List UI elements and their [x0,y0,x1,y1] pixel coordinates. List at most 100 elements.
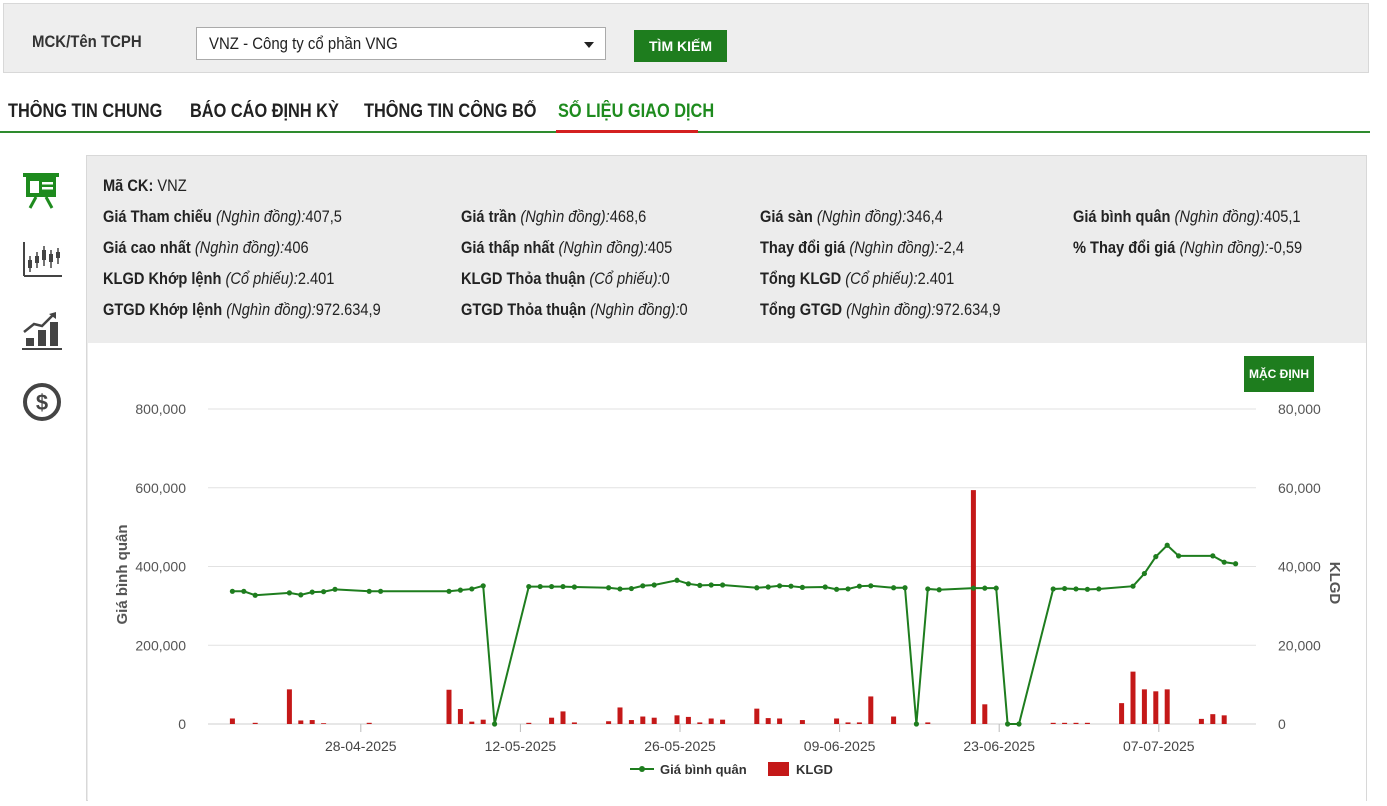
stock-code: Mã CK: VNZ [103,176,187,195]
price-point [640,583,646,589]
price-point [1084,586,1090,592]
volume-bar [321,723,327,724]
price-point [1073,586,1079,592]
volume-bar [856,722,862,724]
volume-bar [1141,689,1147,724]
price-point [788,583,794,589]
price-point [868,583,874,589]
y-left-tick-label: 400,000 [135,559,186,575]
y-left-axis-title: Giá bình quân [114,525,131,625]
tab-trading-data[interactable]: SỐ LIỆU GIAO DỊCH [558,101,715,122]
volume-bar [286,689,292,724]
volume-bar [252,722,258,724]
price-point [856,583,863,589]
price-point [993,585,999,591]
legend-label: KLGD [796,762,833,777]
search-label: MCK/Tên TCPH [32,32,142,51]
price-point [1062,585,1068,592]
price-point [526,583,532,590]
low-price: Giá thấp nhất (Nghìn đồng):405 [461,238,673,257]
volume-bar [480,719,486,724]
price-point [936,587,942,593]
volume-bar [560,711,566,724]
price-point [1050,586,1056,592]
x-tick-label: 28-04-2025 [325,738,397,754]
price-point [469,586,475,592]
volume-bar [708,718,714,724]
volume-bar [1164,689,1170,724]
legend-bar-swatch [768,762,789,776]
negotiated-volume: KLGD Thỏa thuận (Cổ phiếu):0 [461,269,670,288]
x-tick-label: 07-07-2025 [1123,738,1195,754]
price-point [571,584,577,590]
legend-line-marker [639,766,645,772]
presentation-icon[interactable] [18,170,66,214]
volume-bar [1130,671,1136,724]
volume-bar [754,708,760,724]
floor-price: Giá sàn (Nghìn đồng):346,4 [760,207,943,226]
volume-bar [446,689,452,724]
price-point [241,588,247,594]
volume-bar [606,721,612,724]
ceiling-price: Giá trần (Nghìn đồng):468,6 [461,207,647,226]
volume-bar [834,718,840,724]
volume-bar [982,704,988,724]
price-point [1141,570,1147,577]
search-button[interactable]: TÌM KIẾM [634,30,727,62]
y-left-tick-label: 800,000 [135,401,186,417]
dollar-coin-icon[interactable]: $ [18,380,66,424]
x-tick-label: 23-06-2025 [963,738,1035,754]
price-line [232,543,1236,725]
y-right-tick-label: 20,000 [1278,637,1321,653]
volume-bar [628,720,634,724]
volume-bar [617,707,623,724]
price-point [298,592,304,598]
price-point [1221,559,1227,565]
volume-bar [925,722,931,724]
avg-price: Giá bình quân (Nghìn đồng):405,1 [1073,207,1301,226]
price-point [1233,561,1239,567]
legend-label: Giá bình quân [660,762,747,777]
matched-value: GTGD Khớp lệnh (Nghìn đồng):972.634,9 [103,300,381,319]
price-point [913,721,920,727]
chevron-down-icon [584,42,594,48]
y-left-tick-label: 0 [178,716,186,732]
price-point [777,583,783,589]
default-view-button[interactable]: MẶC ĐỊNH [1244,356,1314,392]
price-point [537,583,543,590]
negotiated-value: GTGD Thỏa thuận (Nghìn đồng):0 [461,300,688,319]
high-price: Giá cao nhất (Nghìn đồng):406 [103,238,309,257]
volume-bar [571,722,577,724]
volume-bar [674,715,680,724]
tab-periodic-reports[interactable]: BÁO CÁO ĐỊNH KỲ [190,101,339,122]
price-point [845,586,851,592]
matched-volume: KLGD Khớp lệnh (Cổ phiếu):2.401 [103,269,335,288]
y-right-tick-label: 0 [1278,716,1286,732]
price-point [332,586,338,592]
price-point [492,721,498,727]
candlestick-chart-icon[interactable] [18,238,66,282]
price-point [309,589,315,595]
tab-general-info[interactable]: THÔNG TIN CHUNG [8,101,163,122]
company-select[interactable]: VNZ - Công ty cổ phần VNG [196,27,606,60]
volume-bar [777,718,783,724]
price-point [1210,553,1216,559]
price-point [674,577,680,583]
y-right-tick-label: 80,000 [1278,401,1321,417]
price-point [617,586,623,592]
volume-bar [799,720,805,724]
volume-bar [891,716,897,724]
total-volume: Tổng KLGD (Cổ phiếu):2.401 [760,269,955,288]
volume-bar [868,696,874,724]
chart-area: 800,000 600,000 400,000 200,000 0 80,000 60,00… [88,343,1366,801]
price-point [606,585,612,591]
tab-disclosures[interactable]: THÔNG TIN CÔNG BỐ [364,101,537,122]
price-point [252,592,258,598]
volume-bar [1084,722,1090,724]
price-point [1176,553,1182,559]
growth-chart-icon[interactable] [18,310,66,354]
search-bar: MCK/Tên TCPH VNZ - Công ty cổ phần VNG T… [3,3,1369,73]
price-point [970,585,977,591]
company-select-value: VNZ - Công ty cổ phần VNG [209,34,398,53]
volume-bar [469,721,475,724]
